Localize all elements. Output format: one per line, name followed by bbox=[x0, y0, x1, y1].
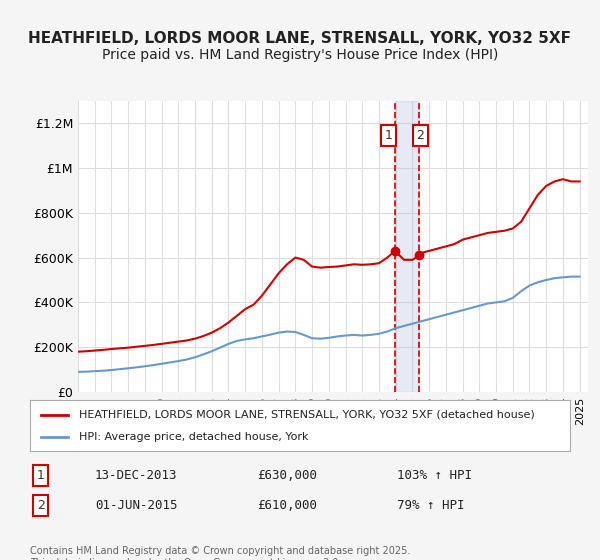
Text: 2: 2 bbox=[37, 499, 45, 512]
Text: Contains HM Land Registry data © Crown copyright and database right 2025.
This d: Contains HM Land Registry data © Crown c… bbox=[30, 546, 410, 560]
Text: HEATHFIELD, LORDS MOOR LANE, STRENSALL, YORK, YO32 5XF: HEATHFIELD, LORDS MOOR LANE, STRENSALL, … bbox=[29, 31, 571, 46]
Text: HPI: Average price, detached house, York: HPI: Average price, detached house, York bbox=[79, 432, 308, 442]
Text: 1: 1 bbox=[37, 469, 45, 482]
Text: 2: 2 bbox=[416, 129, 424, 142]
Text: 1: 1 bbox=[385, 129, 392, 142]
Text: 103% ↑ HPI: 103% ↑ HPI bbox=[397, 469, 472, 482]
Text: HEATHFIELD, LORDS MOOR LANE, STRENSALL, YORK, YO32 5XF (detached house): HEATHFIELD, LORDS MOOR LANE, STRENSALL, … bbox=[79, 409, 535, 419]
Text: £630,000: £630,000 bbox=[257, 469, 317, 482]
Text: Price paid vs. HM Land Registry's House Price Index (HPI): Price paid vs. HM Land Registry's House … bbox=[102, 48, 498, 62]
Text: £610,000: £610,000 bbox=[257, 499, 317, 512]
Text: 13-DEC-2013: 13-DEC-2013 bbox=[95, 469, 178, 482]
Bar bbox=[395, 101, 419, 392]
Text: 79% ↑ HPI: 79% ↑ HPI bbox=[397, 499, 465, 512]
Text: 01-JUN-2015: 01-JUN-2015 bbox=[95, 499, 178, 512]
